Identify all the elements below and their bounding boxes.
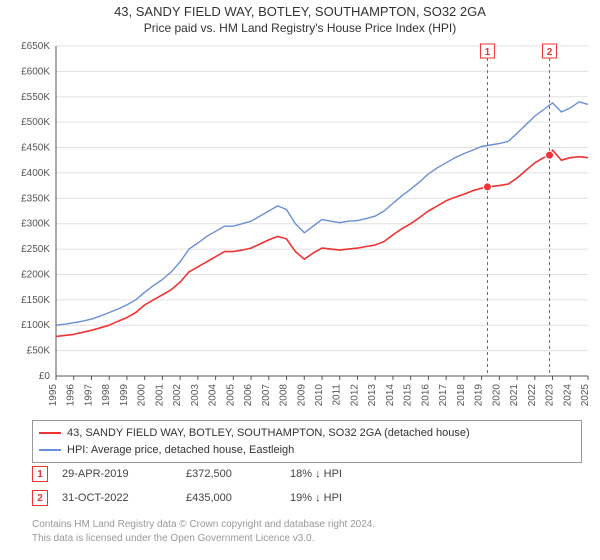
- svg-text:1996: 1996: [66, 384, 77, 407]
- svg-text:2005: 2005: [225, 384, 236, 407]
- sale-hpi-delta: 18% ↓ HPI: [290, 468, 400, 480]
- svg-text:£0: £0: [39, 371, 51, 382]
- svg-text:£550K: £550K: [21, 92, 50, 103]
- svg-text:£200K: £200K: [21, 269, 50, 280]
- svg-text:2003: 2003: [190, 384, 201, 407]
- svg-text:£150K: £150K: [21, 295, 50, 306]
- chart-container: 43, SANDY FIELD WAY, BOTLEY, SOUTHAMPTON…: [0, 0, 600, 560]
- svg-text:2008: 2008: [279, 384, 290, 407]
- legend-row: HPI: Average price, detached house, East…: [39, 442, 575, 459]
- line-chart: £0 £50K £100K £150K £200K £250K £300K £350K £400…: [8, 40, 592, 410]
- sale-marker-badge: 2: [32, 490, 48, 506]
- svg-text:£600K: £600K: [21, 66, 50, 77]
- sale-date: 29-APR-2019: [62, 468, 172, 480]
- footer-line-2: This data is licensed under the Open Gov…: [32, 532, 572, 546]
- svg-text:£50K: £50K: [27, 346, 51, 357]
- svg-text:2000: 2000: [137, 384, 148, 407]
- chart-subtitle: Price paid vs. HM Land Registry's House …: [0, 21, 600, 35]
- svg-text:2012: 2012: [349, 384, 360, 407]
- svg-text:1: 1: [485, 47, 491, 58]
- svg-text:£400K: £400K: [21, 168, 50, 179]
- sale-price: £435,000: [186, 492, 276, 504]
- svg-text:£250K: £250K: [21, 244, 50, 255]
- svg-text:2004: 2004: [208, 384, 219, 407]
- footer-line-1: Contains HM Land Registry data © Crown c…: [32, 518, 572, 532]
- svg-text:2011: 2011: [332, 384, 343, 406]
- chart-title: 43, SANDY FIELD WAY, BOTLEY, SOUTHAMPTON…: [0, 4, 600, 19]
- svg-text:1997: 1997: [83, 384, 94, 407]
- svg-text:£350K: £350K: [21, 193, 50, 204]
- title-block: 43, SANDY FIELD WAY, BOTLEY, SOUTHAMPTON…: [0, 0, 600, 35]
- legend-row: 43, SANDY FIELD WAY, BOTLEY, SOUTHAMPTON…: [39, 425, 575, 442]
- svg-text:2: 2: [547, 47, 553, 58]
- svg-text:2002: 2002: [172, 384, 183, 407]
- svg-text:£450K: £450K: [21, 143, 50, 154]
- svg-text:£300K: £300K: [21, 219, 50, 230]
- legend-swatch: [39, 449, 61, 451]
- svg-text:2001: 2001: [154, 384, 165, 407]
- svg-text:1999: 1999: [119, 384, 130, 407]
- svg-text:2017: 2017: [438, 384, 449, 407]
- svg-text:2006: 2006: [243, 384, 254, 407]
- svg-text:2010: 2010: [314, 384, 325, 407]
- svg-text:2022: 2022: [527, 384, 538, 407]
- sale-marker-badge: 1: [32, 466, 48, 482]
- sale-row: 2 31-OCT-2022 £435,000 19% ↓ HPI: [32, 486, 568, 510]
- svg-text:2013: 2013: [367, 384, 378, 407]
- footer-attribution: Contains HM Land Registry data © Crown c…: [32, 518, 572, 545]
- svg-text:2023: 2023: [545, 384, 556, 407]
- svg-text:1998: 1998: [101, 384, 112, 407]
- svg-text:2016: 2016: [420, 384, 431, 407]
- sale-row: 1 29-APR-2019 £372,500 18% ↓ HPI: [32, 462, 568, 486]
- legend-label: 43, SANDY FIELD WAY, BOTLEY, SOUTHAMPTON…: [67, 425, 470, 442]
- sale-hpi-delta: 19% ↓ HPI: [290, 492, 400, 504]
- legend-swatch: [39, 432, 61, 434]
- sale-price: £372,500: [186, 468, 276, 480]
- svg-text:£500K: £500K: [21, 117, 50, 128]
- svg-text:2015: 2015: [403, 384, 414, 407]
- svg-text:2014: 2014: [385, 384, 396, 407]
- sale-date: 31-OCT-2022: [62, 492, 172, 504]
- legend: 43, SANDY FIELD WAY, BOTLEY, SOUTHAMPTON…: [32, 420, 582, 463]
- svg-text:2020: 2020: [491, 384, 502, 407]
- svg-text:£650K: £650K: [21, 41, 50, 52]
- svg-text:2025: 2025: [580, 384, 591, 407]
- legend-label: HPI: Average price, detached house, East…: [67, 442, 294, 459]
- sales-table: 1 29-APR-2019 £372,500 18% ↓ HPI 2 31-OCT-202…: [32, 462, 568, 510]
- svg-text:2018: 2018: [456, 384, 467, 407]
- svg-text:2021: 2021: [509, 384, 520, 407]
- svg-text:2024: 2024: [562, 384, 573, 407]
- svg-text:£100K: £100K: [21, 320, 50, 331]
- svg-text:2007: 2007: [261, 384, 272, 407]
- chart-plot-area: £0 £50K £100K £150K £200K £250K £300K £350K £400…: [8, 40, 592, 410]
- svg-text:2009: 2009: [296, 384, 307, 407]
- svg-text:2019: 2019: [474, 384, 485, 407]
- svg-text:1995: 1995: [48, 384, 59, 407]
